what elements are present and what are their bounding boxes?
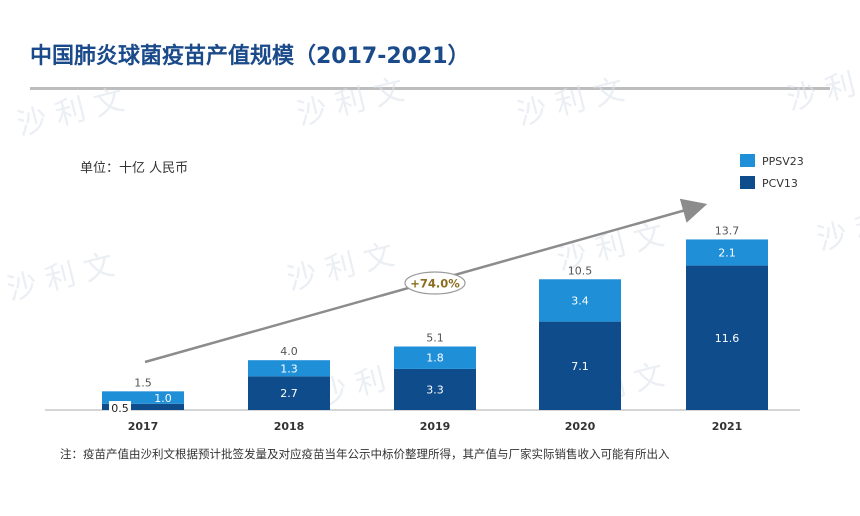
bar-ppsv23-2019 <box>394 346 476 369</box>
x-tick-label: 2020 <box>565 420 596 433</box>
bar-ppsv23-2017 <box>102 391 184 404</box>
bar-ppsv23-2020 <box>539 279 621 322</box>
watermark-text: 沙 利 文 <box>513 72 627 132</box>
pcv13-value-label: 3.3 <box>426 383 444 396</box>
watermark-text: 沙 利 文 <box>783 57 860 117</box>
total-value-label: 4.0 <box>280 345 298 358</box>
watermark-text: 沙 利 文 <box>3 247 117 307</box>
watermark-text: 沙 利 文 <box>283 237 397 297</box>
bar-pcv13-2017 <box>102 403 184 410</box>
bar-pcv13-2020 <box>539 321 621 410</box>
title-divider <box>30 87 830 90</box>
x-tick-label: 2018 <box>274 420 305 433</box>
ppsv23-value-label: 2.1 <box>718 247 736 260</box>
pcv13-value-label: 11.6 <box>715 332 740 345</box>
legend-swatch-ppsv23 <box>740 154 755 167</box>
cagr-label: +74.0% <box>410 277 460 291</box>
ppsv23-value-label: 1.8 <box>426 352 444 365</box>
legend-label-ppsv23: PPSV23 <box>762 155 804 168</box>
legend-label-pcv13: PCV13 <box>762 177 798 190</box>
x-tick-label: 2017 <box>128 420 159 433</box>
pcv13-label-bg-2017 <box>109 401 131 415</box>
bar-pcv13-2021 <box>686 265 768 410</box>
watermark-text: 沙 利 文 <box>813 197 860 257</box>
total-value-label: 5.1 <box>426 332 444 345</box>
bar-pcv13-2018 <box>248 376 330 410</box>
pcv13-value-label: 2.7 <box>280 387 298 400</box>
cagr-bubble <box>404 271 466 295</box>
ppsv23-value-label: 1.0 <box>154 392 172 405</box>
total-value-label: 13.7 <box>715 224 740 237</box>
x-tick-label: 2019 <box>420 420 451 433</box>
ppsv23-value-label: 1.3 <box>280 362 298 375</box>
x-tick-label: 2021 <box>712 420 743 433</box>
total-value-label: 1.5 <box>134 376 152 389</box>
unit-label: 单位：十亿 人民币 <box>80 161 189 176</box>
legend-swatch-pcv13 <box>740 176 755 189</box>
bar-ppsv23-2018 <box>248 360 330 377</box>
watermark-text: 沙 利 文 <box>293 72 407 132</box>
total-value-label: 10.5 <box>568 264 593 277</box>
footnote: 注：疫苗产值由沙利文根据预计批签发量及对应疫苗当年公示中标价整理所得，其产值与厂… <box>60 447 670 461</box>
pcv13-value-label: 7.1 <box>571 360 589 373</box>
bar-ppsv23-2021 <box>686 239 768 266</box>
bar-pcv13-2019 <box>394 368 476 410</box>
watermark-text: 沙 利 文 <box>13 82 127 142</box>
pcv13-value-label: 0.5 <box>111 402 129 415</box>
ppsv23-value-label: 3.4 <box>571 294 589 307</box>
page-title: 中国肺炎球菌疫苗产值规模（2017-2021） <box>30 44 470 69</box>
